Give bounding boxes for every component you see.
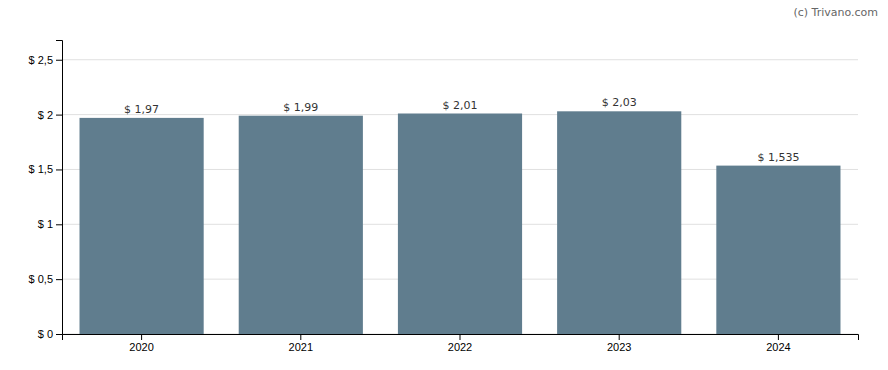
tick: 2021: [289, 334, 313, 353]
tick-label: $ 1: [38, 218, 53, 230]
tick-mark: [56, 224, 62, 225]
x-axis: 2020 2021 2022 2023 2024: [63, 334, 859, 353]
tick-mark: [619, 334, 620, 340]
tick: $ 1,5: [29, 163, 62, 175]
tick-label: $ 2,5: [29, 54, 53, 66]
y-axis: $ 0 $ 0,5 $ 1 $ 1,5 $ 2 $ 2,5: [29, 41, 63, 341]
tick-label: 2021: [289, 341, 313, 353]
grid-line: [62, 59, 858, 60]
grid: [62, 60, 858, 334]
annotations: (c) Trivano.com: [793, 6, 878, 19]
data-label: $ 2,03: [602, 96, 637, 109]
tick: 2020: [129, 334, 153, 353]
tick: $ 2,5: [29, 54, 62, 66]
data-label: $ 1,99: [283, 101, 318, 114]
chart: $ 0 $ 0,5 $ 1 $ 1,5 $ 2 $ 2,5 2020 2021 2022 2023…: [0, 0, 888, 370]
tick-mark: [56, 169, 62, 170]
axis-line: [63, 335, 859, 341]
bar: [398, 114, 522, 335]
bar: [557, 111, 681, 334]
tick-label: 2024: [766, 341, 790, 353]
tick-label: $ 0: [38, 328, 53, 340]
data-label: $ 1,97: [124, 103, 159, 116]
bar: [239, 116, 363, 334]
tick-label: $ 2: [38, 109, 53, 121]
tick-mark: [56, 334, 62, 335]
tick-label: $ 1,5: [29, 163, 53, 175]
tick-mark: [460, 334, 461, 340]
tick-mark: [300, 334, 301, 340]
plot: $ 0 $ 0,5 $ 1 $ 1,5 $ 2 $ 2,5 2020 2021 2022 2023…: [29, 41, 859, 353]
tick-label: $ 0,5: [29, 273, 53, 285]
tick-mark: [56, 279, 62, 280]
tick-mark: [778, 334, 779, 340]
data-label: $ 1,535: [757, 151, 799, 164]
data-labels: $ 1,97 $ 1,99 $ 2,01 $ 2,03 $ 1,535: [124, 96, 799, 163]
axis-line: [56, 41, 63, 335]
tick-mark: [141, 334, 142, 340]
tick: 2024: [766, 334, 790, 353]
tick: 2022: [448, 334, 472, 353]
tick: 2023: [607, 334, 631, 353]
tick-label: 2022: [448, 341, 472, 353]
tick-label: 2020: [129, 341, 153, 353]
tick-mark: [56, 60, 62, 61]
tick-mark: [56, 115, 62, 116]
tick: $ 0,5: [29, 273, 62, 285]
data-label: $ 2,01: [443, 99, 478, 112]
bars: [80, 111, 841, 334]
tick: $ 0: [38, 328, 62, 340]
annotation: (c) Trivano.com: [793, 6, 878, 19]
tick: $ 1: [38, 218, 62, 230]
bar: [80, 118, 204, 334]
tick: $ 2: [38, 109, 62, 121]
bar: [716, 166, 840, 334]
tick-label: 2023: [607, 341, 631, 353]
